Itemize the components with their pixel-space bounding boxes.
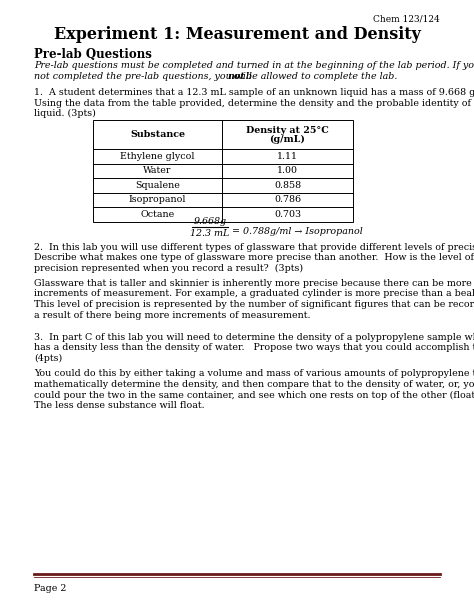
Text: (4pts): (4pts) <box>34 354 62 363</box>
Text: Chem 123/124: Chem 123/124 <box>373 14 440 23</box>
Text: mathematically determine the density, and then compare that to the density of wa: mathematically determine the density, an… <box>34 380 474 389</box>
Text: 2.  In this lab you will use different types of glassware that provide different: 2. In this lab you will use different ty… <box>34 243 474 251</box>
Text: Pre-lab Questions: Pre-lab Questions <box>34 48 152 61</box>
Text: The less dense substance will float.: The less dense substance will float. <box>34 401 205 410</box>
Text: Using the data from the table provided, determine the density and the probable i: Using the data from the table provided, … <box>34 99 474 107</box>
Text: Experiment 1: Measurement and Density: Experiment 1: Measurement and Density <box>54 26 420 43</box>
Text: Water: Water <box>143 166 172 175</box>
Text: Glassware that is taller and skinnier is inherently more precise because there c: Glassware that is taller and skinnier is… <box>34 279 472 288</box>
Text: 1.00: 1.00 <box>277 166 298 175</box>
Text: Substance: Substance <box>130 130 185 139</box>
Text: Page 2: Page 2 <box>34 584 66 593</box>
Text: Octane: Octane <box>140 210 174 219</box>
Text: Ethylene glycol: Ethylene glycol <box>120 152 195 161</box>
Text: a result of there being more increments of measurement.: a result of there being more increments … <box>34 311 310 319</box>
Text: This level of precision is represented by the number of significant figures that: This level of precision is represented b… <box>34 300 474 309</box>
Text: Pre-lab questions must be completed and turned in at the beginning of the lab pe: Pre-lab questions must be completed and … <box>34 61 474 70</box>
Text: 0.858: 0.858 <box>274 181 301 190</box>
Text: 12.3 mL: 12.3 mL <box>191 229 229 237</box>
Text: 1.11: 1.11 <box>277 152 298 161</box>
Text: = 0.788g/ml → Isopropanol: = 0.788g/ml → Isopropanol <box>232 226 363 235</box>
Text: could pour the two in the same container, and see which one rests on top of the : could pour the two in the same container… <box>34 390 474 400</box>
Text: 1.  A student determines that a 12.3 mL sample of an unknown liquid has a mass o: 1. A student determines that a 12.3 mL s… <box>34 88 474 97</box>
Text: liquid. (3pts): liquid. (3pts) <box>34 109 96 118</box>
Text: not: not <box>227 72 245 81</box>
Text: Describe what makes one type of glassware more precise than another.  How is the: Describe what makes one type of glasswar… <box>34 253 474 262</box>
Text: 0.703: 0.703 <box>274 210 301 219</box>
Text: be allowed to complete the lab.: be allowed to complete the lab. <box>243 72 397 81</box>
Text: 0.786: 0.786 <box>274 196 301 204</box>
Text: You could do this by either taking a volume and mass of various amounts of polyp: You could do this by either taking a vol… <box>34 370 474 378</box>
Text: has a density less than the density of water.   Propose two ways that you could : has a density less than the density of w… <box>34 343 474 352</box>
Text: increments of measurement. For example, a graduated cylinder is more precise tha: increments of measurement. For example, … <box>34 289 474 299</box>
Text: (g/mL): (g/mL) <box>270 135 305 144</box>
Bar <box>93 120 353 221</box>
Text: Isopropanol: Isopropanol <box>129 196 186 204</box>
Text: precision represented when you record a result?  (3pts): precision represented when you record a … <box>34 264 303 273</box>
Text: not completed the pre-lab questions, you will: not completed the pre-lab questions, you… <box>34 72 255 81</box>
Text: Density at 25°C: Density at 25°C <box>246 126 329 135</box>
Text: Squalene: Squalene <box>135 181 180 190</box>
Text: 9.668g: 9.668g <box>193 216 227 226</box>
Text: 3.  In part C of this lab you will need to determine the density of a polypropyl: 3. In part C of this lab you will need t… <box>34 333 474 342</box>
